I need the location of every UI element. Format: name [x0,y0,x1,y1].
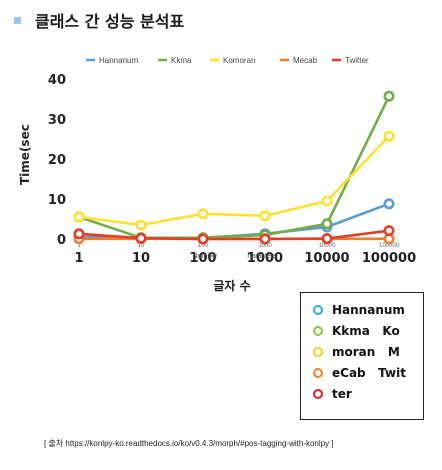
x-tick-label: 10000 [304,251,349,266]
legend-marker-icon [313,347,323,357]
data-point-twitter [321,233,333,245]
legend-item: moran M [313,345,400,359]
x-small-tick-label: 1000 [258,243,272,249]
data-point-komoran [197,208,209,220]
legend-item-label: ter [332,387,352,401]
data-point-twitter [73,228,85,240]
legend-item-label: moran M [332,345,400,359]
x-small-tick-label: 10000 [319,243,336,249]
series-line-kkma [78,95,391,240]
y-tick-label: 10 [48,193,66,208]
data-point-kkma [321,218,333,230]
legend-item-label: Hannanum [332,303,405,317]
data-point-komoran [259,210,271,222]
data-point-twitter [135,232,147,244]
title-row: 클래스 간 성능 분석표 [14,8,184,32]
y-axis-label: Time(sec [18,124,32,185]
legend-label-hannanum: Hannanum [99,56,138,65]
data-point-kkma [383,90,395,102]
legend-label-kkma: Kkma [171,56,192,65]
legend-item: ter [313,387,352,401]
x-small-tick-label: 1 [77,243,81,249]
x-small-tick-label: 100 [198,243,209,249]
legend-label-twitter: Twitter [345,56,369,65]
data-point-twitter [383,225,395,237]
page-title: 클래스 간 성능 분석표 [35,12,185,31]
legend-marker-icon [313,368,323,378]
y-tick-label: 0 [57,233,66,248]
y-tick-label: 30 [48,113,66,128]
legend-label-mecab: Mecab [293,56,318,65]
legend-item-label: Kkma Ko [332,324,400,338]
x-tick-label: 1 [74,251,83,266]
legend-item: Hannanum [313,303,405,317]
data-point-twitter [197,233,209,245]
series-line-twitter [78,229,390,241]
legend-marker-icon [313,326,323,336]
x-tick-label: 100 [189,251,216,266]
data-point-hannanum [383,198,395,210]
legend-item-label: eCab Twit [332,366,406,380]
legend-marker-icon [313,389,323,399]
x-tick-label: 100000 [362,251,416,266]
bullet-icon [14,16,21,24]
x-axis-label: 글자 수 [213,278,250,293]
legend-label-komoran: Komoran [223,56,255,65]
data-point-komoran [321,195,333,207]
legend-box: Hannanum Kkma Ko moran M eCab Twit ter [300,292,424,420]
x-tick-label: 1000 [247,251,283,266]
legend-item: eCab Twit [313,366,406,380]
x-tick-label: 10 [132,251,150,266]
series-line-komoran [78,135,390,227]
x-small-tick-label: 100000 [379,243,400,249]
x-overlay-label-number: Number [193,253,219,260]
legend-marker-icon [313,305,323,315]
data-point-twitter [259,233,271,245]
data-point-komoran [135,219,147,231]
x-overlay-label-characters: haracters [247,253,277,260]
data-point-komoran [383,130,395,142]
legend-item: Kkma Ko [313,324,400,338]
source-citation: [ 출처 https://konlpy-ko.readthedocs.io/ko… [44,439,334,448]
x-small-tick-label: 10 [138,243,145,249]
performance-chart: Hannanum Kkma Komoran Mecab Twitter 0 10 20 30 40… [18,56,416,293]
data-point-komoran [73,211,85,223]
y-tick-label: 40 [48,73,66,88]
y-tick-label: 20 [48,153,66,168]
